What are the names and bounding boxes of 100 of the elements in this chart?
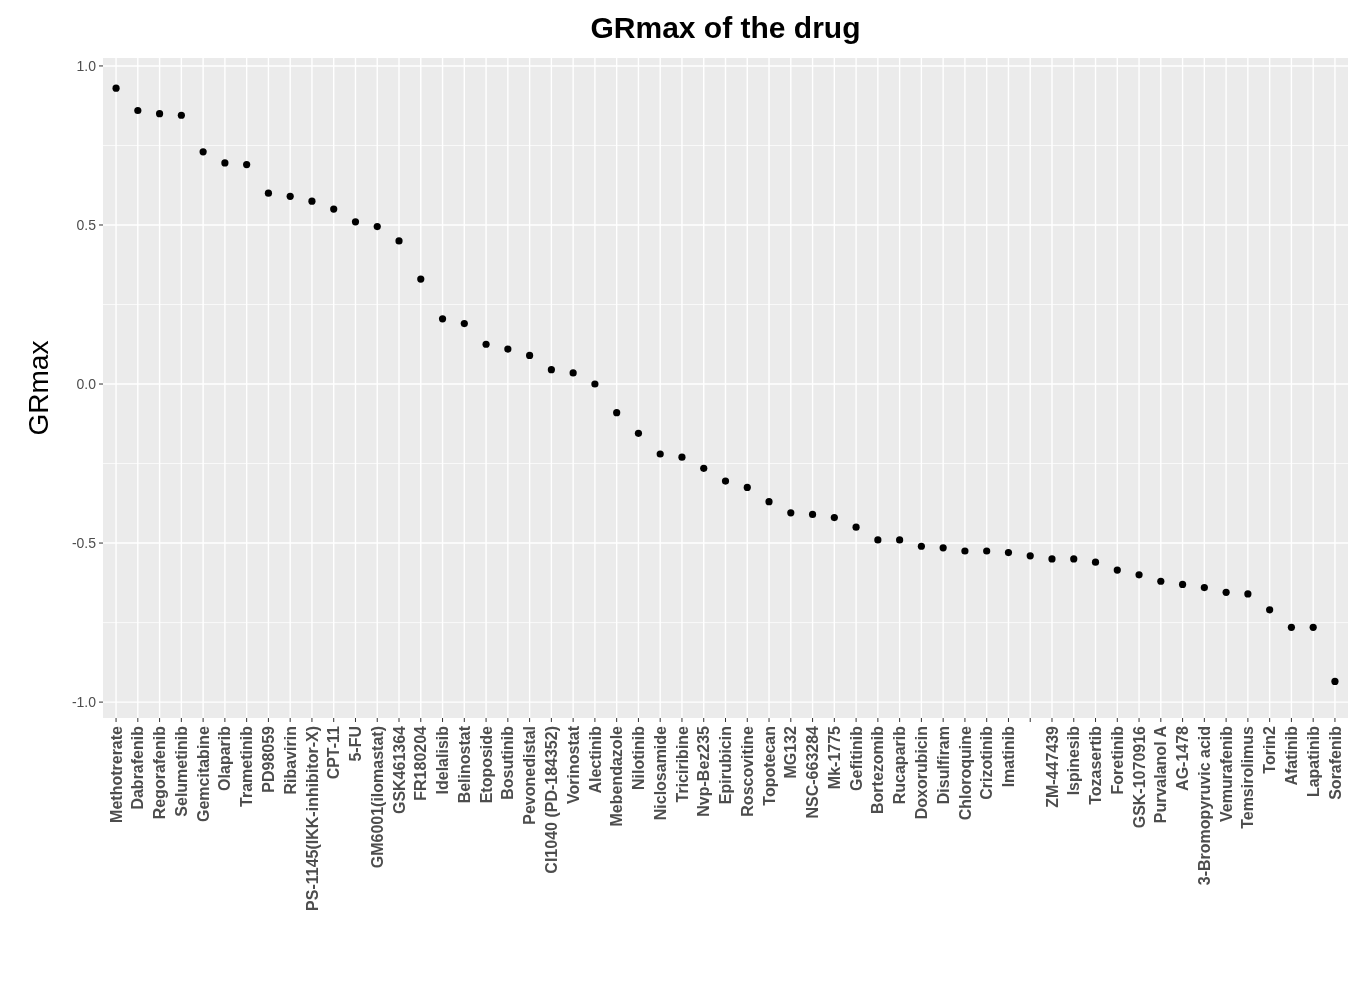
x-tick-label: Pevonedistal bbox=[521, 726, 539, 825]
chart-title: GRmax of the drug bbox=[590, 11, 861, 44]
point bbox=[591, 380, 599, 388]
point bbox=[961, 547, 969, 555]
point bbox=[983, 547, 991, 555]
x-tick-label: Torin2 bbox=[1261, 725, 1279, 774]
x-tick-label: Vorinostat bbox=[564, 725, 582, 804]
x-tick-label: Regorafenib bbox=[151, 725, 169, 820]
point bbox=[1287, 623, 1296, 631]
x-tick-label: Foretinib bbox=[1108, 725, 1126, 795]
x-tick-label: Disulfiram bbox=[934, 726, 952, 805]
point bbox=[526, 351, 534, 359]
point bbox=[482, 340, 490, 348]
point bbox=[569, 369, 577, 377]
point bbox=[1048, 555, 1056, 563]
x-tick-label: 5-FU bbox=[347, 726, 365, 762]
point bbox=[765, 498, 773, 506]
point bbox=[243, 160, 251, 169]
point bbox=[808, 510, 817, 519]
point bbox=[1266, 606, 1274, 614]
point bbox=[134, 106, 142, 115]
point bbox=[1178, 580, 1187, 589]
x-tick-label: AG-1478 bbox=[1174, 725, 1192, 791]
x-tick-label: Imatinib bbox=[1000, 725, 1018, 788]
y-tick-label: 0.0 bbox=[76, 375, 97, 392]
x-tick-label: Triciribine bbox=[673, 725, 691, 803]
point bbox=[460, 319, 468, 328]
x-tick-label: Doxorubicin bbox=[912, 726, 930, 820]
x-tick-label: Belinostat bbox=[455, 725, 473, 804]
point bbox=[743, 483, 751, 491]
x-tick-label: Dabrafenib bbox=[129, 725, 147, 810]
point bbox=[417, 275, 425, 283]
point bbox=[1113, 566, 1121, 574]
x-tick-label: Olaparib bbox=[216, 725, 234, 791]
point bbox=[1222, 588, 1230, 596]
x-tick-label: Selumetinib bbox=[172, 725, 190, 817]
y-axis-title: GRmax bbox=[23, 340, 54, 436]
point bbox=[264, 189, 273, 197]
point bbox=[199, 148, 207, 156]
x-tick-label: Purvalanol A bbox=[1152, 725, 1170, 824]
x-tick-label: Idelalisib bbox=[434, 725, 452, 795]
point bbox=[351, 218, 360, 226]
x-tick-label: GSK461364 bbox=[390, 725, 408, 815]
point bbox=[874, 536, 882, 544]
x-tick-label: Trametinib bbox=[238, 725, 256, 807]
point bbox=[917, 542, 925, 550]
x-tick-label: Vemurafenib bbox=[1217, 725, 1235, 823]
x-tick-label: Rucaparib bbox=[891, 725, 909, 805]
point bbox=[678, 453, 686, 461]
point bbox=[1004, 549, 1013, 557]
point bbox=[1070, 555, 1078, 563]
point bbox=[939, 544, 947, 552]
x-tick-label: NSC-663284 bbox=[804, 725, 822, 819]
x-tick-label: Temsirolimus bbox=[1239, 725, 1257, 829]
x-tick-label: CI1040 (PD-184352) bbox=[542, 726, 560, 874]
point bbox=[656, 450, 664, 458]
point bbox=[1091, 558, 1100, 566]
x-tick-label: Gemcitabine bbox=[194, 725, 212, 823]
x-tick-label: Afatinib bbox=[1283, 725, 1301, 786]
point bbox=[613, 409, 621, 417]
point bbox=[504, 345, 512, 353]
x-tick-label: Roscovitine bbox=[738, 725, 756, 817]
x-tick-label: Tozasertib bbox=[1087, 725, 1105, 805]
point bbox=[700, 464, 708, 472]
y-tick-label: -0.5 bbox=[71, 534, 97, 551]
x-tick-label: Epirubicin bbox=[717, 726, 735, 805]
point bbox=[852, 523, 860, 531]
point bbox=[286, 192, 294, 200]
point bbox=[896, 536, 904, 544]
x-tick-label: CPT-11 bbox=[325, 725, 343, 780]
point bbox=[395, 237, 403, 245]
x-tick-label: Bosutinib bbox=[499, 725, 517, 800]
x-tick-label: Ispinesib bbox=[1065, 725, 1083, 796]
point bbox=[1026, 552, 1034, 560]
x-tick-label: Topotecan bbox=[760, 726, 778, 806]
point bbox=[1244, 590, 1252, 598]
x-tick-label: 3-Bromopyruvic acid bbox=[1195, 726, 1213, 886]
x-tick-label: Niclosamide bbox=[651, 725, 669, 821]
x-tick-label: Crizotinib bbox=[978, 725, 996, 800]
x-tick-label: Nvp-Bez235 bbox=[695, 725, 713, 817]
y-tick-label: -1.0 bbox=[71, 694, 97, 710]
x-tick-label: Bortezomib bbox=[869, 725, 887, 814]
point bbox=[787, 509, 795, 517]
x-tick-label: Alectinib bbox=[586, 725, 604, 794]
point bbox=[308, 197, 316, 205]
x-tick-label: Nilotinib bbox=[630, 725, 648, 790]
x-tick-label: Etoposide bbox=[477, 725, 495, 804]
x-tick-label: Mk-1775 bbox=[825, 725, 843, 790]
point bbox=[1309, 623, 1317, 631]
point bbox=[634, 429, 643, 437]
point bbox=[1200, 583, 1208, 592]
point bbox=[1135, 571, 1143, 579]
point bbox=[373, 222, 381, 231]
x-tick-label: MG132 bbox=[782, 725, 800, 779]
point bbox=[177, 111, 185, 119]
point bbox=[1331, 677, 1339, 686]
x-tick-label: FR180204 bbox=[412, 725, 430, 801]
point bbox=[1157, 577, 1165, 585]
x-tick-label: Sorafenib bbox=[1326, 725, 1344, 800]
x-tick-label: ZM-447439 bbox=[1043, 725, 1061, 808]
